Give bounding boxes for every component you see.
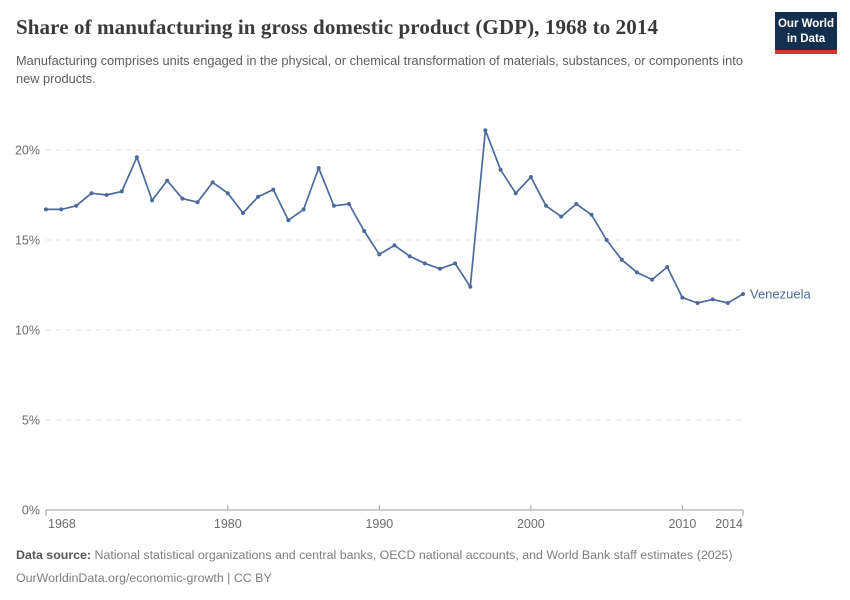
data-point[interactable] (741, 292, 745, 296)
data-point[interactable] (650, 277, 655, 282)
data-point[interactable] (377, 252, 382, 257)
data-point[interactable] (528, 175, 533, 179)
venezuela-line[interactable] (45, 129, 744, 304)
data-point[interactable] (347, 202, 351, 206)
x-axis-label: 2000 (517, 517, 545, 531)
x-axis-label: 2010 (668, 517, 696, 531)
data-point[interactable] (210, 180, 215, 185)
data-point[interactable] (725, 301, 730, 305)
entity-label-venezuela[interactable]: Venezuela (750, 287, 811, 302)
x-axis-label: 1990 (365, 517, 393, 531)
data-source-line: Data source: National statistical organi… (16, 544, 733, 567)
chart-subtitle: Manufacturing comprises units engaged in… (16, 53, 743, 86)
y-axis-label: 0% (22, 504, 40, 518)
data-point[interactable] (468, 284, 473, 289)
x-axis-label: 1980 (214, 517, 242, 531)
data-point[interactable] (59, 207, 64, 212)
data-point[interactable] (422, 261, 427, 266)
data-point[interactable] (301, 207, 306, 212)
data-point[interactable] (665, 265, 670, 269)
data-point[interactable] (362, 229, 367, 233)
chart-footer: Data source: National statistical organi… (16, 544, 733, 589)
data-point[interactable] (150, 198, 155, 203)
data-point[interactable] (74, 203, 79, 208)
data-point[interactable] (286, 218, 291, 223)
data-point[interactable] (44, 207, 48, 212)
data-point[interactable] (316, 166, 321, 170)
data-point[interactable] (392, 243, 397, 248)
data-point[interactable] (574, 202, 579, 206)
data-point[interactable] (498, 167, 503, 172)
y-axis-label: 20% (15, 144, 40, 158)
citation-line: OurWorldinData.org/economic-growth | CC … (16, 570, 272, 585)
y-axis-label: 15% (15, 234, 40, 248)
data-point[interactable] (680, 295, 685, 300)
data-point[interactable] (180, 196, 185, 201)
data-point[interactable] (604, 238, 609, 242)
data-point[interactable] (513, 191, 518, 196)
data-point[interactable] (695, 301, 700, 305)
data-point[interactable] (134, 155, 139, 160)
data-point[interactable] (483, 128, 488, 133)
data-point[interactable] (119, 189, 124, 194)
data-point[interactable] (453, 261, 458, 266)
y-axis-label: 5% (22, 414, 40, 428)
owid-logo-line2: in Data (786, 32, 826, 45)
data-point[interactable] (165, 178, 170, 183)
owid-logo-line1: Our World (777, 18, 834, 30)
line-chart: 0% 5% 10% 15% 20% 1968 1980 1990 2000 2010 2014 Ven… (15, 128, 811, 531)
owid-logo: Our World in Data (775, 12, 837, 54)
data-point[interactable] (104, 193, 109, 197)
data-point[interactable] (589, 212, 594, 217)
data-source-label: Data source: (16, 548, 92, 562)
data-point[interactable] (438, 266, 442, 271)
data-point[interactable] (225, 191, 230, 196)
x-axis-label: 2014 (715, 517, 743, 531)
data-source-text: National statistical organizations and c… (94, 548, 733, 562)
chart-header: Share of manufacturing in gross domestic… (16, 12, 758, 88)
data-point[interactable] (559, 214, 564, 219)
data-point[interactable] (89, 191, 94, 196)
x-axis-label: 1968 (48, 517, 76, 531)
data-point[interactable] (271, 187, 276, 192)
data-point[interactable] (710, 297, 715, 302)
data-point[interactable] (544, 203, 548, 208)
data-point[interactable] (634, 270, 639, 275)
data-point[interactable] (256, 194, 261, 199)
data-point[interactable] (619, 257, 624, 262)
y-axis-label: 10% (15, 324, 40, 338)
data-point[interactable] (241, 211, 245, 215)
data-point[interactable] (195, 200, 200, 205)
page-title: Share of manufacturing in gross domestic… (16, 15, 659, 39)
data-point[interactable] (407, 254, 412, 259)
data-point[interactable] (331, 203, 336, 208)
